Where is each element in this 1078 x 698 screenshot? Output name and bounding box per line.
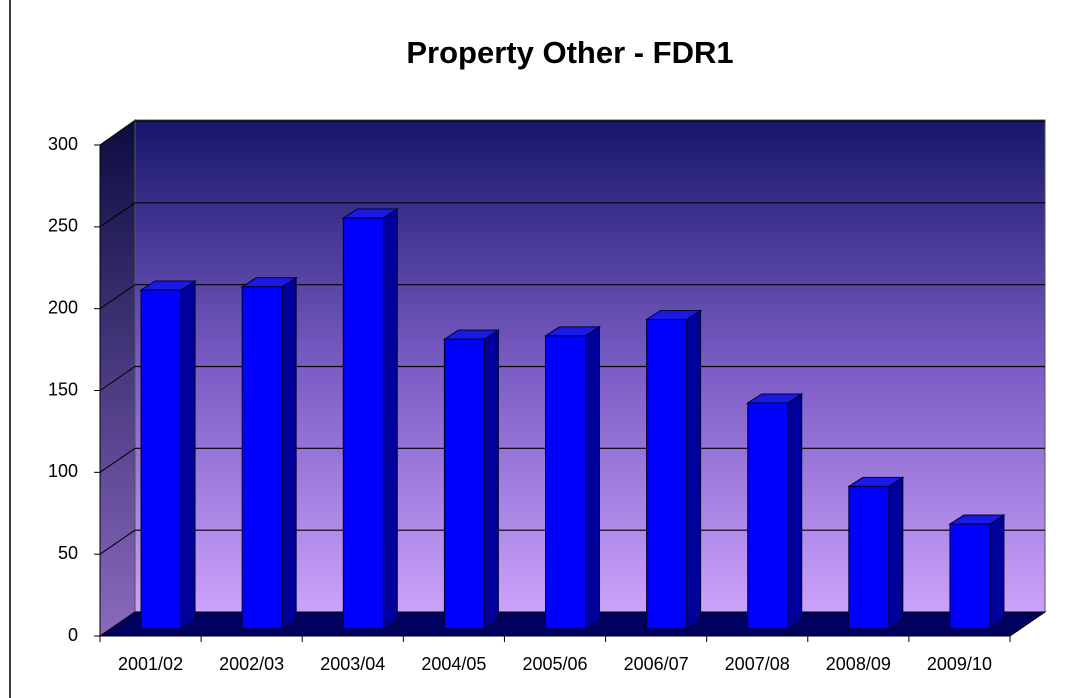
grid-line-side bbox=[99, 284, 136, 310]
bar bbox=[140, 289, 182, 630]
y-tick-label: 200 bbox=[48, 297, 78, 317]
bar-side bbox=[382, 208, 398, 630]
bar bbox=[443, 338, 485, 630]
bar-side bbox=[686, 309, 702, 630]
grid-line-side bbox=[99, 447, 136, 473]
y-tick-label: 150 bbox=[48, 379, 78, 399]
bar bbox=[949, 523, 991, 630]
bar bbox=[241, 286, 283, 630]
grid-line-side bbox=[99, 529, 136, 555]
bar bbox=[545, 335, 586, 630]
x-tick-label: 2005/06 bbox=[522, 654, 587, 674]
y-tick-label: 250 bbox=[48, 216, 78, 236]
bar bbox=[646, 318, 688, 630]
bar bbox=[747, 402, 789, 630]
chart-title: Property Other - FDR1 bbox=[406, 35, 733, 70]
grid-line-side bbox=[99, 202, 136, 228]
bar-side bbox=[281, 276, 297, 630]
grid-line-side bbox=[99, 120, 136, 146]
bar-side bbox=[787, 393, 803, 630]
y-tick-label: 100 bbox=[48, 461, 78, 481]
x-tick-label: 2004/05 bbox=[421, 654, 486, 674]
x-tick-label: 2007/08 bbox=[725, 654, 790, 674]
bar bbox=[848, 485, 890, 630]
x-tick-label: 2001/02 bbox=[118, 654, 183, 674]
grid-line-side bbox=[99, 366, 136, 391]
x-tick-label: 2002/03 bbox=[219, 654, 284, 674]
y-tick-label: 300 bbox=[48, 134, 78, 154]
bar-side bbox=[888, 476, 904, 630]
bar-side bbox=[483, 329, 499, 630]
bar-side bbox=[585, 325, 600, 630]
y-tick-label: 50 bbox=[58, 543, 78, 563]
bar-side bbox=[989, 514, 1005, 630]
bar bbox=[342, 217, 384, 630]
x-tick-label: 2009/10 bbox=[927, 654, 992, 674]
bar-side bbox=[180, 280, 196, 630]
x-tick-label: 2003/04 bbox=[320, 654, 385, 674]
y-tick-label: 0 bbox=[68, 625, 78, 645]
x-tick-label: 2006/07 bbox=[624, 654, 689, 674]
x-tick-label: 2008/09 bbox=[826, 654, 891, 674]
